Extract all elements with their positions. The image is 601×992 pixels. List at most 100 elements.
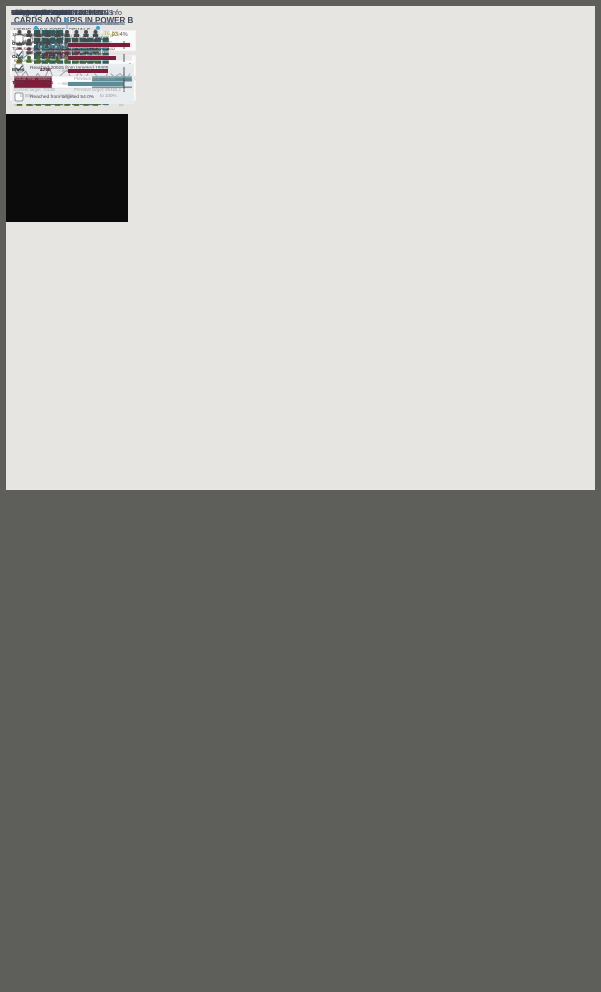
icon-head (27, 38, 31, 43)
icon-head (46, 38, 50, 43)
icon-body (83, 51, 89, 55)
row-name: Goblins (12, 42, 30, 47)
info-line: Previous Year: 70185 (74, 76, 115, 81)
icon-body (16, 42, 23, 46)
icon-body (45, 42, 51, 46)
icon-head (55, 38, 60, 43)
waffle-cell (56, 37, 64, 44)
row-bar (68, 56, 116, 60)
check-text: Reached 65583 from targeted 70185 (30, 36, 109, 42)
graphic (10, 50, 136, 91)
info-line: Actual Year: 65583 (14, 76, 51, 81)
waffle-cell (56, 60, 64, 67)
card: SIMPLE KPI BULLET SIMPLE COMPARISON TO TA… (6, 10, 140, 762)
card: KPI BULLET SIMPLE COMPARISON TO TARGET 93.… (6, 10, 140, 870)
row-value: 5579 (40, 42, 51, 47)
icon-body (54, 102, 61, 106)
icon-head (36, 47, 41, 52)
page: CARDS AND KPIS IN POWER BUSING ONLY CORE… (6, 6, 595, 490)
waffle-cell (102, 45, 109, 52)
icon-label: 16.5% (104, 31, 120, 37)
icon-head (93, 47, 98, 52)
row-value: 6772 (40, 42, 51, 47)
waffle-cell (64, 60, 71, 67)
waffle-cell (72, 60, 79, 67)
row-name: Orcs (12, 55, 23, 60)
dashboard: CARDS AND KPIS IN POWER BUSING ONLY CORE… (6, 6, 595, 490)
card-title: CHANGE BETWEEN YEARS (11, 10, 104, 17)
logo: Bi2AIEASY TECH 2 GET IT JOB (6, 18, 128, 222)
range-label: to 50% (20, 93, 35, 98)
icon-body (26, 51, 32, 55)
node (65, 18, 69, 22)
card-subtitle: EDITABLE TEXT WITH MULTIPLE SIZES AND WE… (11, 21, 125, 26)
icon-body (45, 51, 51, 55)
waffle-cell (87, 30, 94, 37)
icon-body (35, 102, 42, 106)
card-title: Bullet Matrix KPI (11, 10, 63, 17)
icon-head (27, 30, 31, 34)
card-title: KPI Target Checker (11, 10, 72, 17)
row-value: 2250 (40, 68, 51, 73)
card-title: CARD SVG VISUAL: DONUT (11, 10, 104, 17)
check (16, 50, 23, 57)
row-value: 7744 (40, 81, 51, 86)
card: CARD SVG VISUAL: DONUT PROGRESS BETWEEN V… (6, 10, 140, 438)
waffle-cell (49, 45, 56, 52)
waffle-cell (102, 60, 109, 67)
icon-body (26, 33, 32, 37)
row-name: Elves (12, 68, 25, 73)
icon-body (64, 33, 70, 37)
icon-body (73, 59, 80, 63)
icon-body (64, 42, 70, 46)
waffle-label: 93.4% (112, 32, 128, 38)
card-title: SIMPLE KPI BULLET (11, 10, 79, 17)
icon-head (55, 55, 60, 60)
waffle-cell (49, 60, 56, 67)
icon-head (27, 55, 31, 60)
row-name: Total (12, 81, 24, 86)
waffle-cell (102, 37, 109, 44)
icon-head (93, 38, 98, 43)
row-bar (68, 82, 124, 86)
row-value: 2415 (40, 55, 51, 60)
icon-body (64, 102, 70, 106)
icon-body (64, 51, 70, 55)
card: MULTI ROW CARD ONLY SVG EDITABLE TEXT WIT… (6, 10, 140, 546)
trend-text: Total sales were 394 – CLAIM NOT APPROVE… (12, 47, 115, 52)
icon-head (17, 30, 22, 34)
waffle-cell (41, 37, 48, 44)
icon-body (35, 33, 42, 37)
icon-body (73, 102, 80, 106)
waffle-cell (41, 60, 48, 67)
waffle-cell (41, 52, 48, 60)
icon-body (45, 102, 51, 106)
check-text: Reached from targeted 54.0% (30, 94, 94, 100)
waffle-cell (94, 37, 102, 44)
card-title: Simple Matrix KPI (11, 10, 67, 17)
checkbox (14, 49, 24, 58)
info-line: Current target: 70185 (14, 87, 55, 92)
waffle-cell (94, 30, 102, 37)
card-subtitle: SIMPLE COMPARISON TO TARGET RANGE (11, 21, 100, 26)
card-title: KPI BULLET (11, 10, 51, 17)
icon-body (54, 59, 61, 63)
row-bar (68, 43, 130, 47)
waffle-cell (56, 52, 64, 60)
icon-body (92, 51, 99, 55)
card-subtitle: SIMPLE COMPARISON TO TARGET (11, 21, 84, 26)
icon-head (65, 38, 69, 43)
row-name: Total (12, 81, 24, 86)
icon-body (64, 59, 70, 63)
row-name: Goblins (12, 42, 30, 47)
icon-body (92, 59, 99, 63)
check (16, 65, 23, 72)
card-subtitle: SIMPLE COMPARISON TO TARGET + VISUAL CON… (11, 21, 122, 26)
card-title: CARD SVG VISUAL: COLUMNS (11, 10, 114, 17)
icon-head (65, 30, 69, 34)
icon-body (45, 59, 51, 63)
trend-text: 15x was target hit – 48.4% (12, 33, 69, 38)
card-subtitle: SIMPLE COMPARISON BETWEEN YEARS (11, 21, 97, 26)
card-subtitle: SIMPLE COMPARISON TO TARGET (11, 21, 84, 26)
card: CARD SVG VISUAL: COLUMNS MULTIPLE VALUES … (6, 10, 140, 330)
